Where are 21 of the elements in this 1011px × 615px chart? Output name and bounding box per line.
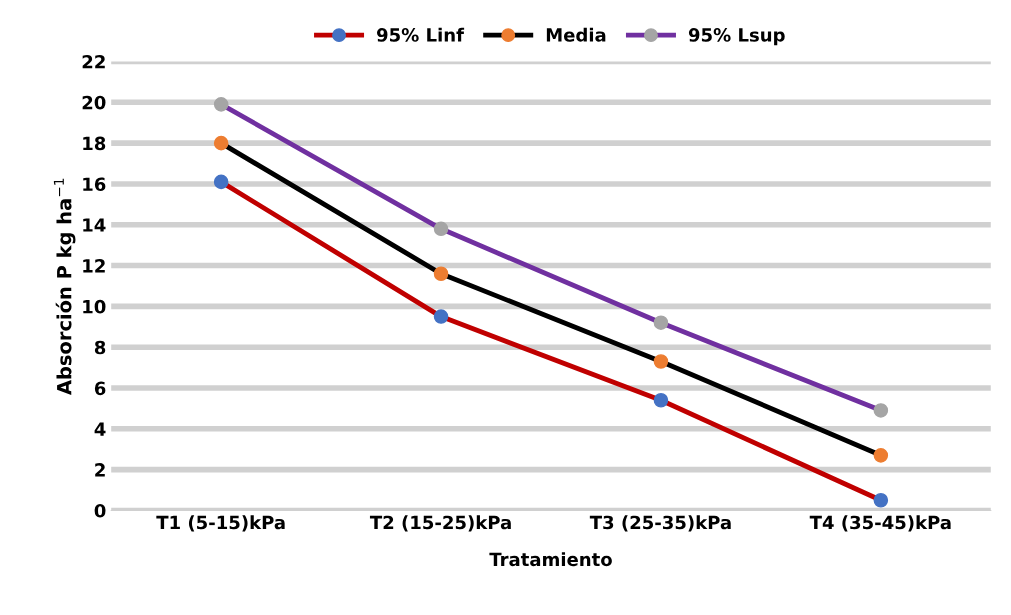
x-tick-label: T1 (5-15)kPa [156, 515, 285, 532]
legend-label: 95% Lsup [688, 28, 785, 46]
y-tick-label: 22 [82, 54, 105, 69]
y-tick-label: 12 [83, 259, 105, 273]
y-tick-label: 2 [95, 463, 105, 477]
x-tick-label: T3 (25-35)kPa [589, 515, 731, 532]
y-tick-label: 4 [94, 422, 106, 436]
y-tick-label: 14 [83, 218, 106, 232]
y-tick-label: 0 [94, 503, 106, 518]
y-tick-label: 6 [94, 381, 106, 396]
y-axis-title: Absorción P kg ha$^{−1}$ [53, 178, 76, 395]
y-tick-label: 16 [83, 177, 106, 192]
x-tick-label: T4 (35-45)kPa [809, 515, 951, 532]
x-axis-title: Tratamiento [489, 552, 612, 567]
legend-label: Media [546, 27, 606, 42]
legend-label: 95% Linf [377, 27, 465, 42]
y-tick-label: 18 [83, 136, 106, 151]
y-tick-label: 10 [83, 299, 106, 314]
y-tick-label: 8 [94, 340, 106, 355]
x-tick-label: T2 (15-25)kPa [369, 515, 511, 532]
y-tick-label: 20 [82, 95, 106, 110]
